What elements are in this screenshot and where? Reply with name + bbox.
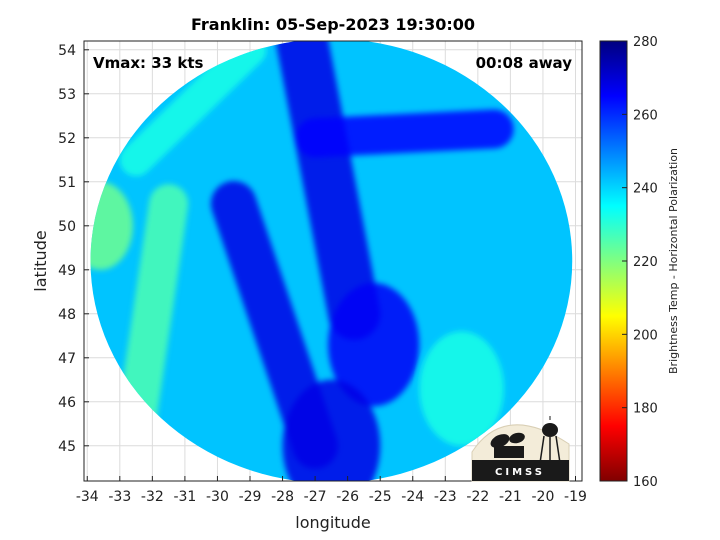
x-tick-label: -20	[532, 489, 555, 505]
colorbar-tick-label: 220	[633, 255, 658, 270]
brightness-field	[90, 41, 573, 481]
x-tick-label: -21	[499, 489, 522, 505]
x-tick-label: -27	[304, 489, 327, 505]
vmax-annotation: Vmax: 33 kts	[93, 54, 203, 72]
warm-band	[116, 184, 189, 444]
y-tick-label: 51	[58, 175, 76, 191]
y-tick-label: 48	[58, 307, 76, 323]
colorbar-axis: 160 180 200 220 240 260 280	[622, 35, 658, 490]
x-tick-label: -33	[108, 489, 131, 505]
x-tick-label: -30	[206, 489, 229, 505]
x-tick-label: -22	[466, 489, 489, 505]
chart-title: Franklin: 05-Sep-2023 19:30:00	[191, 15, 475, 34]
warm-patch	[90, 181, 133, 270]
x-axis-label: longitude	[295, 513, 370, 532]
logo-text: CIMSS	[495, 467, 545, 478]
y-tick-label: 54	[58, 43, 76, 59]
colorbar-tick-label: 280	[633, 35, 658, 50]
x-tick-label: -32	[141, 489, 164, 505]
y-tick-label: 46	[58, 395, 76, 411]
y-tick-label: 53	[58, 87, 76, 103]
colorbar-tick-label: 200	[633, 328, 658, 343]
cimss-logo: CIMSS	[471, 416, 570, 482]
x-tick-label: -19	[564, 489, 587, 505]
y-axis-label: latitude	[31, 230, 50, 291]
y-tick-label: 50	[58, 219, 76, 235]
x-tick-label: -23	[434, 489, 457, 505]
x-tick-label: -26	[336, 489, 359, 505]
x-tick-label: -29	[239, 489, 262, 505]
x-axis: -34 -33 -32 -31 -30 -29 -28 -27 -26 -25 -24 -23 -22-…	[76, 476, 587, 505]
cold-band	[276, 41, 381, 340]
warm-patch	[419, 331, 504, 446]
x-tick-label: -25	[369, 489, 392, 505]
logo-band	[472, 460, 569, 481]
field-features	[90, 41, 514, 481]
warm-band	[119, 41, 267, 177]
colorbar-label: Brightness Temp - Horizontal Polarizatio…	[667, 148, 680, 374]
cold-patch	[328, 283, 420, 407]
cold-band	[295, 109, 514, 158]
y-tick-label: 47	[58, 351, 76, 367]
y-tick-label: 49	[58, 263, 76, 279]
y-tick-label: 52	[58, 131, 76, 147]
colorbar-tick-label: 240	[633, 182, 658, 197]
colorbar-tick-label: 180	[633, 402, 658, 417]
x-tick-label: -28	[271, 489, 294, 505]
x-tick-label: -31	[173, 489, 196, 505]
cold-patch	[282, 379, 381, 481]
y-tick-label: 45	[58, 439, 76, 455]
time-away-annotation: 00:08 away	[476, 54, 573, 72]
x-tick-label: -24	[401, 489, 424, 505]
plot-frame	[83, 40, 583, 482]
logo-water-tower-icon	[539, 416, 561, 464]
y-axis: 45 46 47 48 49 50 51 52 53 54	[58, 43, 89, 455]
colorbar-tick-label: 260	[633, 108, 658, 123]
colorbar-tick-label: 160	[633, 475, 658, 490]
logo-satellite-dish-icon	[490, 432, 525, 458]
x-tick-label: -34	[76, 489, 99, 505]
